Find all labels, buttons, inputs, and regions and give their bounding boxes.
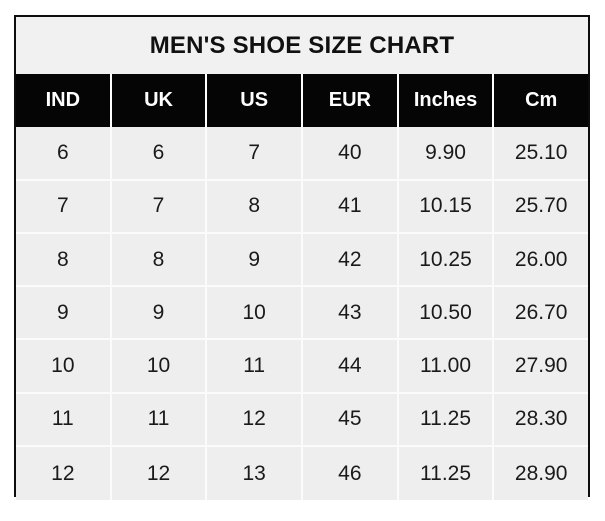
table-row: 12 12 13 46 11.25 28.90 — [16, 447, 589, 501]
column-header-uk: UK — [111, 74, 208, 128]
cell-us: 8 — [207, 180, 304, 234]
cell-ind: 8 — [16, 233, 112, 288]
cell-cm: 28.30 — [494, 393, 589, 448]
cell-cm: 26.00 — [494, 233, 589, 288]
cell-ind: 6 — [16, 127, 112, 181]
cell-inches: 11.25 — [398, 393, 495, 448]
column-header-eur: EUR — [303, 74, 399, 128]
cell-cm: 25.10 — [494, 127, 589, 181]
cell-us: 11 — [207, 340, 304, 394]
column-header-us: US — [207, 74, 304, 128]
column-header-ind: IND — [16, 74, 112, 128]
cell-ind: 11 — [16, 393, 112, 448]
cell-cm: 27.90 — [494, 340, 589, 394]
cell-us: 9 — [207, 233, 304, 288]
table-row: 6 6 7 40 9.90 25.10 — [16, 127, 589, 181]
cell-uk: 10 — [111, 340, 208, 394]
cell-ind: 10 — [16, 340, 112, 394]
cell-inches: 10.50 — [398, 287, 495, 341]
cell-us: 7 — [207, 127, 304, 181]
cell-cm: 26.70 — [494, 287, 589, 341]
cell-us: 10 — [207, 287, 304, 341]
cell-cm: 28.90 — [494, 447, 589, 501]
cell-uk: 8 — [111, 233, 208, 288]
cell-uk: 9 — [111, 287, 208, 341]
cell-eur: 44 — [303, 340, 399, 394]
cell-inches: 11.00 — [398, 340, 495, 394]
cell-uk: 12 — [111, 447, 208, 501]
cell-cm: 25.70 — [494, 180, 589, 234]
cell-inches: 9.90 — [398, 127, 495, 181]
cell-eur: 41 — [303, 180, 399, 234]
cell-ind: 12 — [16, 447, 112, 501]
size-chart-table: MEN'S SHOE SIZE CHART IND UK US EUR Inches Cm… — [14, 15, 590, 501]
cell-us: 12 — [207, 393, 304, 448]
table-row: 10 10 11 44 11.00 27.90 — [16, 340, 589, 394]
table-row: 7 7 8 41 10.15 25.70 — [16, 180, 589, 234]
cell-eur: 45 — [303, 393, 399, 448]
cell-uk: 11 — [111, 393, 208, 448]
cell-inches: 11.25 — [398, 447, 495, 501]
cell-us: 13 — [207, 447, 304, 501]
cell-inches: 10.15 — [398, 180, 495, 234]
table-header-row: IND UK US EUR Inches Cm — [16, 74, 589, 128]
cell-inches: 10.25 — [398, 233, 495, 288]
cell-ind: 7 — [16, 180, 112, 234]
cell-uk: 7 — [111, 180, 208, 234]
page-title: MEN'S SHOE SIZE CHART — [16, 17, 588, 74]
cell-uk: 6 — [111, 127, 208, 181]
cell-ind: 9 — [16, 287, 112, 341]
table-body: IND UK US EUR Inches Cm 6 6 7 40 9.90 25.10 7 7 8 41 10… — [16, 74, 589, 501]
table-row: 8 8 9 42 10.25 26.00 — [16, 233, 589, 288]
table-row: 11 11 12 45 11.25 28.30 — [16, 393, 589, 448]
cell-eur: 46 — [303, 447, 399, 501]
cell-eur: 43 — [303, 287, 399, 341]
table-row: 9 9 10 43 10.50 26.70 — [16, 287, 589, 341]
cell-eur: 42 — [303, 233, 399, 288]
cell-eur: 40 — [303, 127, 399, 181]
column-header-inches: Inches — [398, 74, 495, 128]
column-header-cm: Cm — [494, 74, 589, 128]
